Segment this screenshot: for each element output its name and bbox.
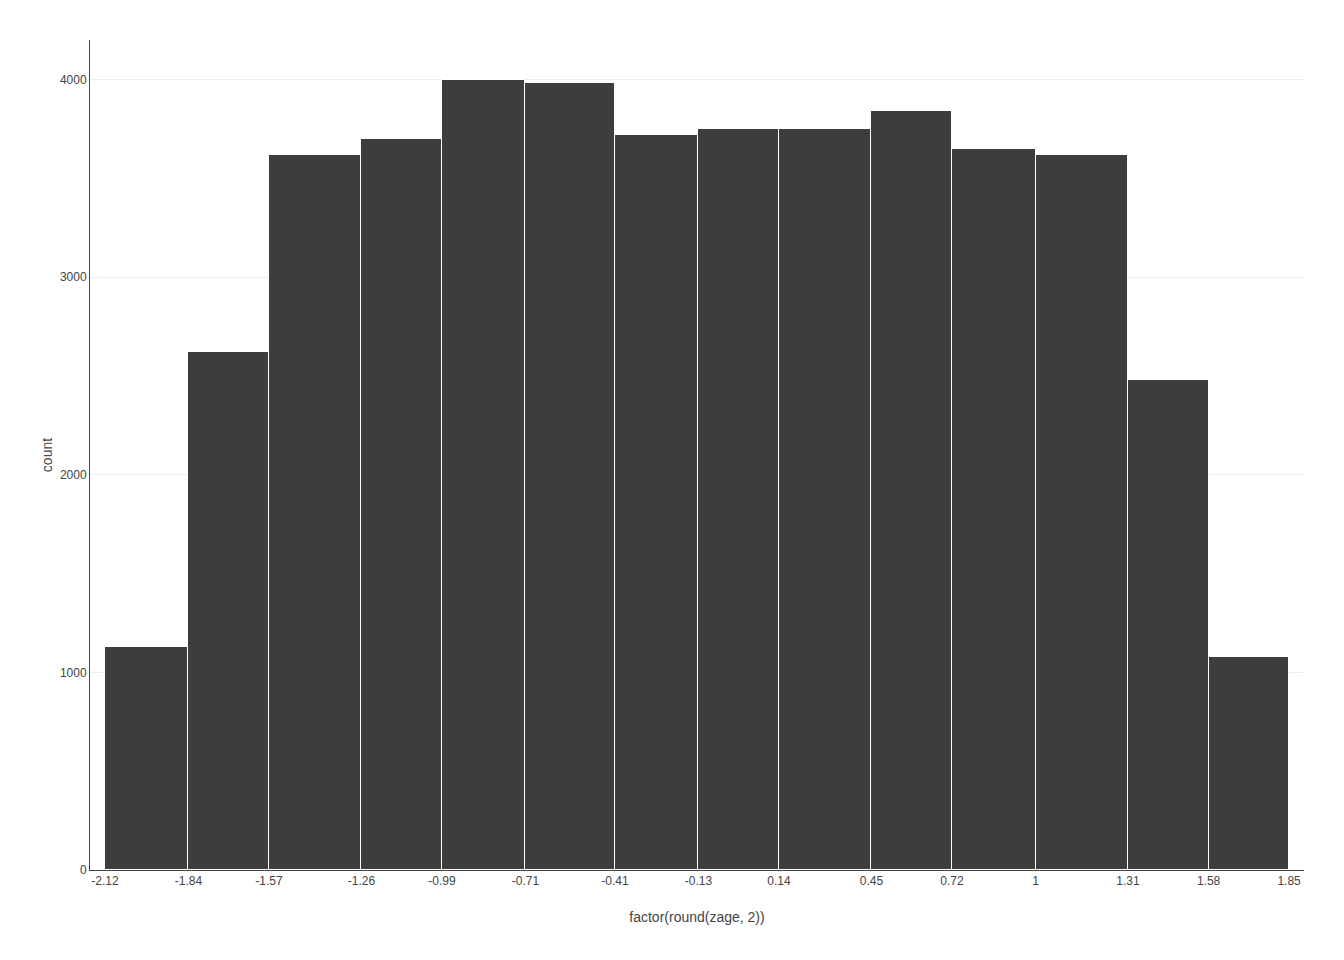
svg-text:2000: 2000 (60, 468, 87, 482)
svg-text:4000: 4000 (60, 73, 87, 87)
svg-text:1.85: 1.85 (1277, 874, 1301, 888)
svg-text:-0.13: -0.13 (685, 874, 713, 888)
svg-text:-1.57: -1.57 (255, 874, 283, 888)
svg-text:3000: 3000 (60, 270, 87, 284)
svg-text:-0.41: -0.41 (601, 874, 629, 888)
svg-text:count: count (39, 438, 55, 472)
svg-text:0.72: 0.72 (940, 874, 964, 888)
svg-text:1.58: 1.58 (1197, 874, 1221, 888)
svg-text:-0.71: -0.71 (512, 874, 540, 888)
svg-text:factor(round(zage, 2)): factor(round(zage, 2)) (629, 909, 764, 925)
svg-text:-1.84: -1.84 (175, 874, 203, 888)
svg-text:-0.99: -0.99 (428, 874, 456, 888)
svg-text:1: 1 (1032, 874, 1039, 888)
svg-text:-2.12: -2.12 (91, 874, 119, 888)
svg-text:1.31: 1.31 (1116, 874, 1140, 888)
svg-text:-1.26: -1.26 (348, 874, 376, 888)
svg-text:0.14: 0.14 (767, 874, 791, 888)
svg-text:1000: 1000 (60, 666, 87, 680)
svg-text:0.45: 0.45 (860, 874, 884, 888)
svg-text:0: 0 (80, 863, 87, 877)
